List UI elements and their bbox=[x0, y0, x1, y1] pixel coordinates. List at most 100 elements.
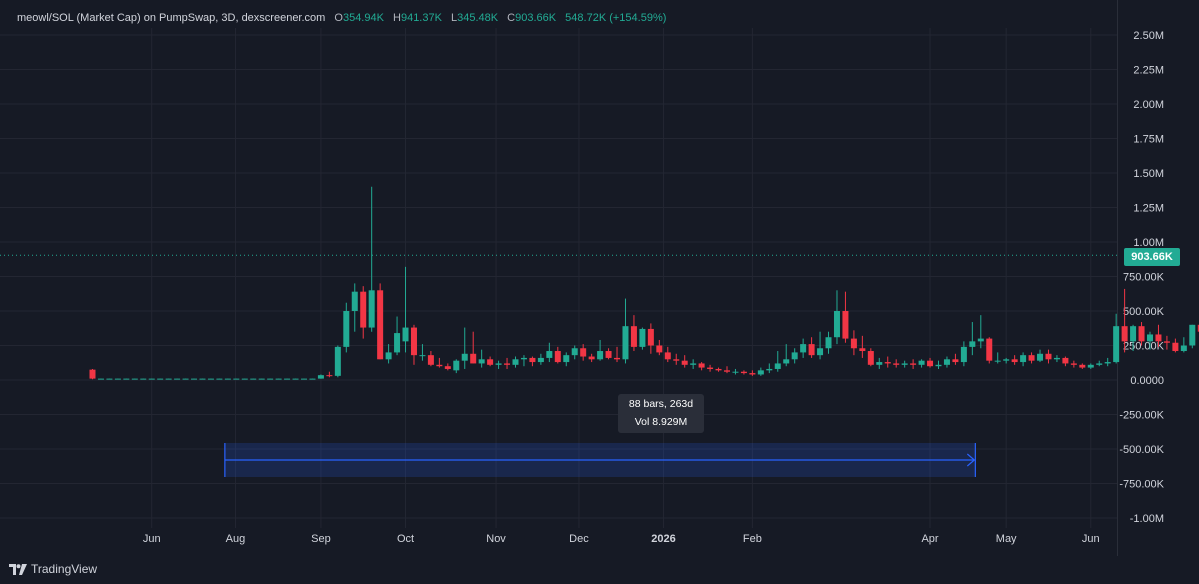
candle-body bbox=[927, 360, 934, 367]
candle-body bbox=[1172, 342, 1179, 352]
candle-body bbox=[580, 348, 587, 357]
candle-body bbox=[825, 337, 832, 349]
symbol-legend: meowl/SOL (Market Cap) on PumpSwap, 3D, … bbox=[17, 12, 666, 24]
candle-body bbox=[977, 338, 984, 342]
candle-body bbox=[326, 375, 333, 377]
candle-body bbox=[487, 359, 494, 365]
candle-body bbox=[419, 355, 426, 357]
candle-body bbox=[301, 378, 307, 380]
candle-body bbox=[884, 362, 891, 364]
candle-body bbox=[656, 345, 663, 353]
candle-body bbox=[1020, 355, 1027, 363]
candle-body bbox=[1087, 364, 1094, 368]
candle-body bbox=[385, 352, 392, 360]
last-price-tag: 903.66K bbox=[1124, 248, 1180, 266]
y-tick-label: -1.00M bbox=[1130, 513, 1164, 525]
measure-tooltip: 88 bars, 263d Vol 8.929M bbox=[618, 394, 704, 433]
candle-body bbox=[224, 378, 231, 380]
candle-body bbox=[960, 346, 967, 363]
candle-body bbox=[1163, 341, 1170, 343]
candle-body bbox=[808, 344, 815, 356]
candle-body bbox=[1037, 353, 1044, 361]
x-tick-label: 2026 bbox=[651, 533, 675, 545]
candle-body bbox=[673, 359, 680, 361]
candle-body bbox=[97, 378, 104, 380]
candle-body bbox=[910, 363, 917, 365]
candle-body bbox=[724, 370, 730, 372]
candle-body bbox=[918, 360, 925, 365]
y-tick-label: 2.25M bbox=[1133, 65, 1164, 77]
candle-body bbox=[1121, 326, 1128, 342]
candle-body bbox=[241, 378, 248, 380]
candle-body bbox=[1045, 353, 1052, 360]
low-value: 345.48K bbox=[457, 12, 499, 24]
candle-body bbox=[504, 363, 511, 365]
candle-body bbox=[647, 328, 654, 346]
candle-body bbox=[690, 363, 697, 365]
x-tick-label: Nov bbox=[486, 533, 506, 545]
candle-body bbox=[740, 371, 747, 374]
candle-body bbox=[436, 364, 443, 367]
candle-body bbox=[512, 359, 519, 365]
y-tick-label: -750.00K bbox=[1119, 479, 1164, 491]
candle-body bbox=[317, 375, 324, 379]
candle-body bbox=[546, 351, 553, 358]
candle-body bbox=[986, 338, 993, 361]
candle-body bbox=[377, 290, 384, 360]
candle-body bbox=[850, 338, 857, 349]
candle-body bbox=[1003, 359, 1010, 361]
candle-body bbox=[520, 357, 527, 360]
candle-body bbox=[774, 363, 781, 369]
candle-body bbox=[351, 291, 358, 311]
footer-bar bbox=[0, 556, 1199, 584]
candle-body bbox=[470, 353, 477, 364]
measure-volume-text: Vol 8.929M bbox=[634, 416, 688, 428]
candle-body bbox=[1062, 357, 1069, 364]
candle-body bbox=[994, 360, 1001, 362]
candle-body bbox=[952, 359, 959, 363]
candle-body bbox=[791, 352, 798, 360]
candle-body bbox=[174, 378, 181, 380]
x-tick-label: Jun bbox=[1082, 533, 1100, 545]
candle-body bbox=[334, 346, 341, 376]
candle-body bbox=[732, 371, 739, 373]
high-label: H bbox=[393, 12, 401, 24]
brand-name: TradingView bbox=[31, 562, 98, 576]
candle-body bbox=[140, 378, 147, 380]
tradingview-logo[interactable]: TradingView bbox=[9, 562, 97, 576]
y-tick-label: -250.00K bbox=[1119, 410, 1164, 422]
candle-body bbox=[698, 363, 705, 368]
chart-background bbox=[0, 0, 1199, 556]
candle-body bbox=[681, 360, 688, 365]
candle-body bbox=[1180, 345, 1187, 352]
candle-body bbox=[275, 378, 282, 380]
change-value: 548.72K (+154.59%) bbox=[565, 12, 667, 24]
candle-body bbox=[571, 348, 578, 356]
candle-body bbox=[630, 326, 637, 347]
candle-body bbox=[1189, 324, 1196, 346]
candle-body bbox=[89, 369, 96, 379]
y-tick-label: 1.25M bbox=[1133, 203, 1164, 215]
candle-body bbox=[292, 378, 299, 380]
candle-body bbox=[766, 368, 773, 371]
candle-body bbox=[1011, 359, 1018, 363]
y-tick-label: 1.00M bbox=[1133, 237, 1164, 249]
candle-body bbox=[597, 351, 604, 360]
measure-arrow-head bbox=[966, 453, 976, 467]
candle-body bbox=[131, 378, 138, 380]
candle-body bbox=[715, 368, 722, 371]
candle-body bbox=[833, 311, 840, 338]
candle-body bbox=[427, 355, 434, 365]
candle-body bbox=[842, 311, 849, 339]
candle-body bbox=[537, 357, 544, 363]
y-tick-label: 2.50M bbox=[1133, 30, 1164, 42]
candle-body bbox=[800, 344, 807, 353]
x-tick-label: Oct bbox=[397, 533, 414, 545]
candle-body bbox=[1147, 334, 1153, 342]
candle-body bbox=[410, 327, 417, 356]
candle-body bbox=[901, 363, 908, 365]
candle-body bbox=[360, 291, 367, 328]
candle-body bbox=[614, 357, 621, 360]
high-value: 941.37K bbox=[400, 12, 442, 24]
